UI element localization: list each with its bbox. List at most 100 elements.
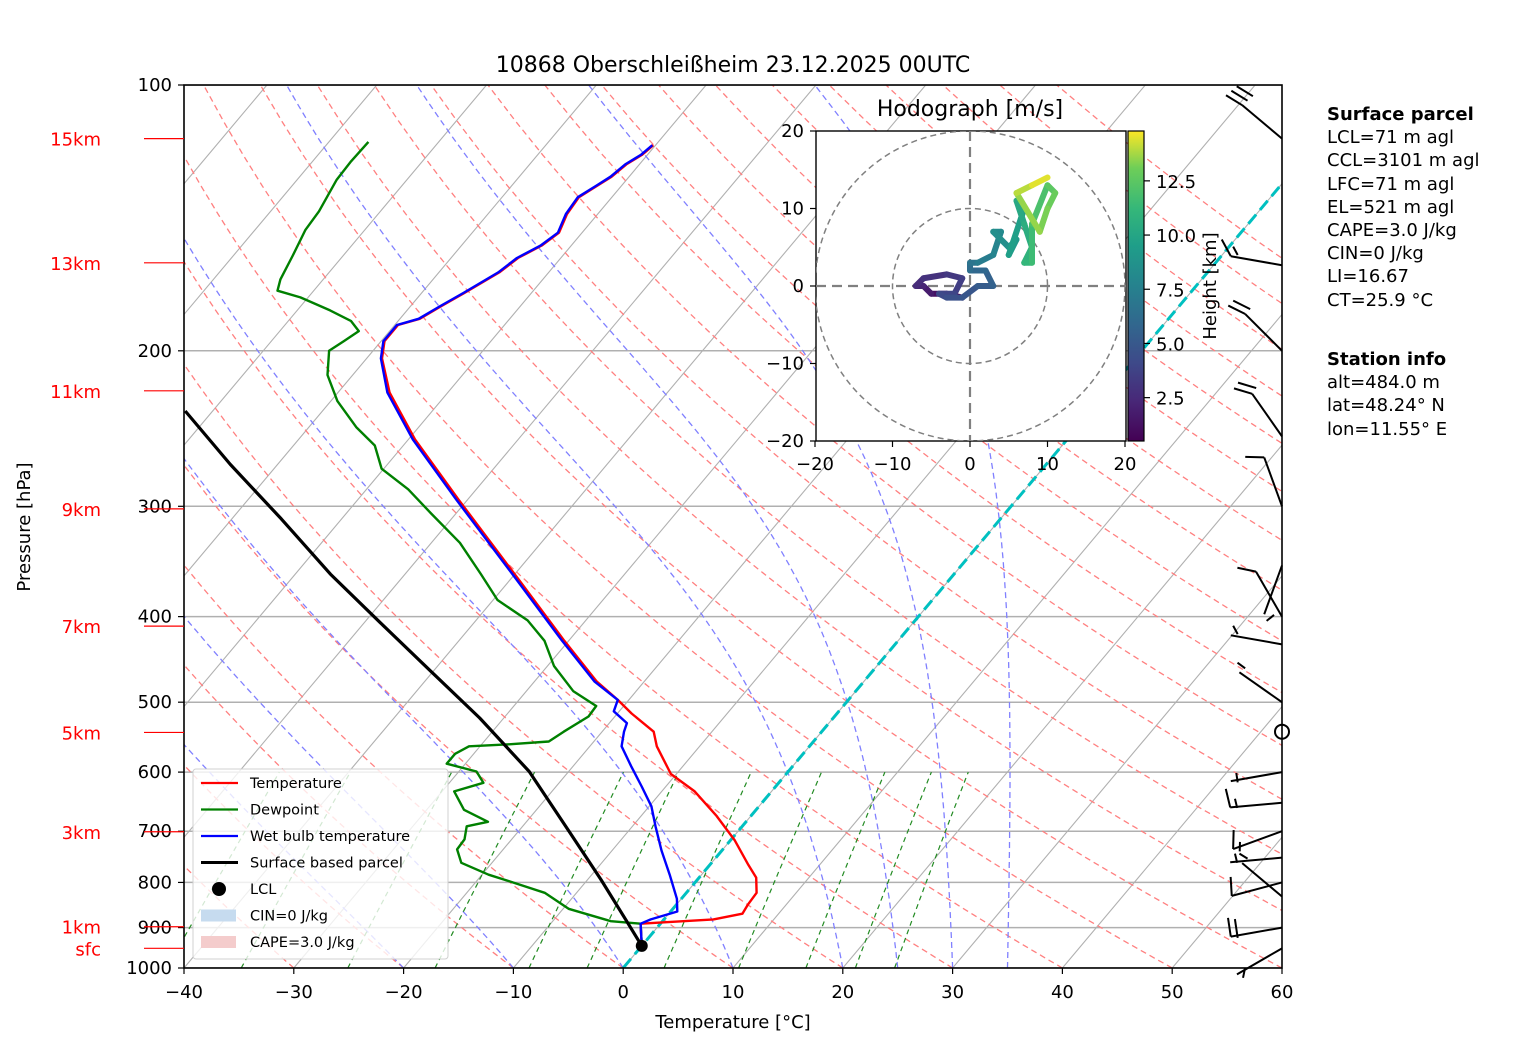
- hodograph-y-tick-label: 0: [793, 276, 804, 297]
- wind-barb-staff: [1241, 862, 1283, 898]
- wind-barb: [1245, 455, 1283, 507]
- y-tick-label: 900: [138, 918, 172, 939]
- lcl-marker: [635, 939, 648, 952]
- legend-label: CIN=0 J/kg: [250, 909, 328, 925]
- wind-barb-flag: [1227, 304, 1246, 315]
- parcel-line: EL=521 m agl: [1327, 196, 1455, 218]
- wind-barb-staff: [1230, 801, 1283, 809]
- parcel-line: CCL=3101 m agl: [1327, 150, 1480, 172]
- x-axis-label: Temperature [°C]: [654, 1012, 810, 1033]
- dry-adiabat: [259, 85, 1282, 968]
- wind-barb-staff: [1251, 393, 1283, 437]
- y-tick-label: 500: [138, 692, 172, 713]
- y-tick-label: 100: [138, 75, 172, 96]
- hodograph-x-tick-label: −20: [796, 454, 834, 475]
- wind-barb-flag: [1237, 566, 1257, 573]
- dry-adiabat: [203, 85, 1173, 968]
- height-marker-label: sfc: [75, 939, 101, 960]
- hodograph-y-tick-label: 10: [781, 199, 804, 220]
- wind-barb-staff: [1263, 457, 1283, 507]
- x-tick-label: −10: [494, 982, 532, 1003]
- dry-adiabat: [184, 154, 1063, 968]
- wind-barb-staff: [1230, 771, 1283, 783]
- x-tick-label: −30: [275, 982, 313, 1003]
- hodograph-x-tick-label: −10: [874, 454, 912, 475]
- height-marker-label: 13km: [50, 254, 101, 275]
- hodograph-x-tick-label: 10: [1036, 454, 1059, 475]
- wind-barb-half-flag: [1265, 614, 1275, 622]
- station-line: lat=48.24° N: [1327, 395, 1445, 417]
- wind-barb-half-flag: [1238, 852, 1249, 860]
- zero-degree-isotherm: [622, 181, 1282, 968]
- x-tick-label: 40: [1051, 982, 1074, 1003]
- y-tick-label: 800: [138, 872, 172, 893]
- wind-barb-flag: [1233, 918, 1239, 938]
- legend-swatch: [212, 882, 226, 896]
- x-tick-label: 50: [1161, 982, 1184, 1003]
- parcel-line: LFC=71 m agl: [1327, 173, 1455, 195]
- height-marker-label: 9km: [62, 500, 101, 521]
- dry-adiabat: [430, 85, 1282, 800]
- mixing-ratio-line: [854, 771, 932, 968]
- profile-wet-bulb-temperature: [379, 144, 679, 946]
- legend-swatch: [201, 909, 236, 922]
- wind-barb: [1229, 876, 1283, 897]
- legend-label: Dewpoint: [250, 803, 319, 819]
- wind-barb-flag: [1229, 876, 1233, 896]
- hodograph-segment: [920, 271, 950, 282]
- hodograph-y-tick-label: −20: [766, 431, 804, 452]
- dry-adiabat: [184, 363, 844, 968]
- wind-barb-flag: [1236, 85, 1254, 98]
- wind-barb-flag: [1232, 299, 1251, 310]
- wind-barb: [1224, 788, 1283, 809]
- legend-swatch: [201, 936, 236, 948]
- surface-parcel-panel: Surface parcel LCL=71 m agl CCL=3101 m a…: [1327, 103, 1480, 312]
- parcel-line: CIN=0 J/kg: [1327, 243, 1424, 265]
- parcel-line: CAPE=3.0 J/kg: [1327, 220, 1457, 242]
- hodograph-x-tick-label: 20: [1114, 454, 1137, 475]
- wind-barb: [1236, 947, 1283, 979]
- legend-label: LCL: [250, 882, 276, 898]
- colorbar-tick-label: 10.0: [1156, 226, 1196, 247]
- wind-barb-staff: [1241, 104, 1283, 140]
- mixing-ratio-line: [586, 771, 680, 968]
- dry-adiabat: [373, 85, 1282, 855]
- wind-barb-calm: [1274, 723, 1290, 740]
- dry-adiabat: [828, 85, 1282, 445]
- hodograph-segment: [959, 283, 981, 301]
- mixing-ratio-line: [894, 771, 969, 968]
- colorbar: [1127, 130, 1145, 442]
- station-info-heading: Station info: [1327, 349, 1447, 370]
- wind-barb-staff: [1263, 565, 1283, 615]
- height-marker-label: 11km: [50, 382, 101, 403]
- dry-adiabat: [184, 564, 624, 968]
- parcel-line: LCL=71 m agl: [1327, 127, 1455, 149]
- legend-label: Wet bulb temperature: [250, 829, 410, 845]
- surface-parcel-heading: Surface parcel: [1327, 104, 1474, 125]
- mixing-ratio-line: [805, 771, 886, 968]
- isotherm-line: [184, 85, 487, 446]
- hodograph-x-tick-label: 0: [964, 454, 975, 475]
- wind-barb: [1225, 85, 1283, 140]
- y-tick-label: 1000: [126, 958, 172, 979]
- wind-barb-flag: [1233, 387, 1253, 395]
- wind-barb: [1230, 771, 1283, 783]
- hodograph-segment: [1013, 190, 1043, 235]
- hodograph-y-tick-label: −10: [766, 354, 804, 375]
- wind-barb-staff: [1232, 830, 1283, 850]
- y-tick-label: 300: [138, 496, 172, 517]
- wind-barb: [1230, 853, 1283, 864]
- wind-barb-staff: [1230, 255, 1283, 267]
- wind-barb-staff: [1230, 856, 1283, 864]
- isotherm-line: [952, 575, 1282, 968]
- height-marker-label: 15km: [50, 130, 101, 151]
- wind-barb-flag: [1220, 239, 1232, 257]
- colorbar-tick-label: 5.0: [1156, 334, 1185, 355]
- height-marker-label: 5km: [62, 723, 101, 744]
- station-info-panel: Station info alt=484.0 m lat=48.24° N lo…: [1327, 348, 1447, 441]
- wind-barb-staff: [1255, 571, 1283, 618]
- dry-adiabat: [184, 464, 734, 968]
- isotherm-line: [1061, 705, 1282, 968]
